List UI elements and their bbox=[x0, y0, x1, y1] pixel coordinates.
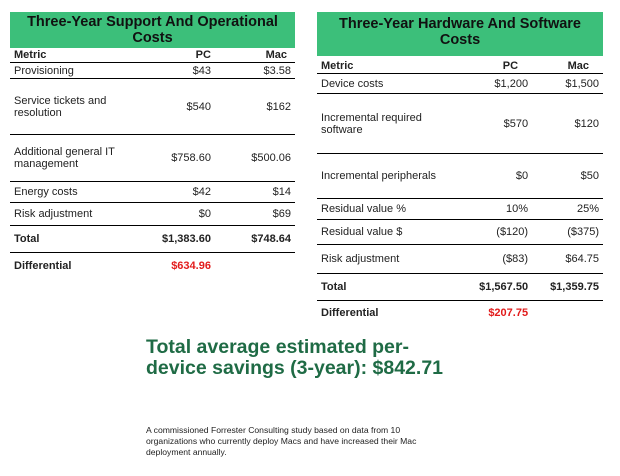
hardware-table-title: Three-Year Hardware And Software Costs bbox=[317, 12, 603, 56]
table-row: Incremental peripherals $0 $50 bbox=[317, 153, 603, 199]
row-metric: Provisioning bbox=[10, 62, 159, 79]
table-row: Residual value % 10% 25% bbox=[317, 198, 603, 220]
total-row: Total $1,567.50 $1,359.75 bbox=[317, 273, 603, 301]
row-metric: Residual value $ bbox=[317, 219, 469, 245]
differential-label: Differential bbox=[14, 259, 72, 272]
row-mac: $1,500 bbox=[540, 73, 603, 94]
row-metric: Device costs bbox=[317, 73, 469, 94]
row-metric: Additional general IT management bbox=[10, 134, 159, 182]
table-row: Device costs $1,200 $1,500 bbox=[317, 73, 603, 94]
total-row: Total $1,383.60 $748.64 bbox=[10, 225, 295, 253]
column-header-mac: Mac bbox=[238, 48, 295, 63]
row-mac: $120 bbox=[540, 93, 603, 154]
row-pc: $1,200 bbox=[468, 73, 541, 94]
row-metric: Residual value % bbox=[317, 198, 469, 220]
table-row: Energy costs $42 $14 bbox=[10, 181, 295, 203]
column-header-pc: PC bbox=[468, 56, 541, 74]
total-mac: $748.64 bbox=[238, 225, 295, 253]
differential-row: Differential $634.96 bbox=[10, 253, 295, 279]
column-header-metric: Metric bbox=[317, 56, 469, 74]
row-pc: $540 bbox=[158, 78, 239, 135]
row-mac: $14 bbox=[238, 181, 295, 203]
footnote: A commissioned Forrester Consulting stud… bbox=[146, 425, 417, 457]
savings-headline: Total average estimated per-device savin… bbox=[146, 336, 444, 379]
row-mac: ($375) bbox=[540, 219, 603, 245]
total-mac: $1,359.75 bbox=[540, 273, 603, 301]
row-pc: ($120) bbox=[468, 219, 541, 245]
row-pc: $0 bbox=[158, 202, 239, 226]
table-header-row: Metric PC Mac bbox=[10, 48, 295, 63]
row-mac: $3.58 bbox=[238, 62, 295, 79]
empty-cell bbox=[540, 301, 603, 325]
row-metric: Incremental required software bbox=[317, 93, 469, 154]
row-pc: $570 bbox=[468, 93, 541, 154]
table-row: Residual value $ ($120) ($375) bbox=[317, 219, 603, 245]
hardware-costs-table: Three-Year Hardware And Software Costs M… bbox=[317, 12, 603, 325]
row-mac: $500.06 bbox=[238, 134, 295, 182]
column-header-metric: Metric bbox=[10, 48, 159, 63]
row-pc: 10% bbox=[468, 198, 541, 220]
support-table-title: Three-Year Support And Operational Costs bbox=[10, 12, 295, 48]
row-mac: $69 bbox=[238, 202, 295, 226]
table-row: Risk adjustment $0 $69 bbox=[10, 202, 295, 226]
empty-cell bbox=[239, 253, 295, 279]
row-mac: $64.75 bbox=[540, 244, 603, 274]
column-header-mac: Mac bbox=[540, 56, 603, 74]
row-pc: $758.60 bbox=[158, 134, 239, 182]
table-row: Risk adjustment ($83) $64.75 bbox=[317, 244, 603, 274]
differential-value: $207.75 bbox=[488, 306, 529, 319]
row-pc: ($83) bbox=[468, 244, 541, 274]
row-metric: Energy costs bbox=[10, 181, 159, 203]
table-header-row: Metric PC Mac bbox=[317, 56, 603, 74]
row-metric: Service tickets and resolution bbox=[10, 78, 159, 135]
row-pc: $42 bbox=[158, 181, 239, 203]
row-pc: $43 bbox=[158, 62, 239, 79]
row-metric: Incremental peripherals bbox=[317, 153, 469, 199]
row-mac: $162 bbox=[238, 78, 295, 135]
row-metric: Risk adjustment bbox=[317, 244, 469, 274]
row-metric: Risk adjustment bbox=[10, 202, 159, 226]
row-mac: $50 bbox=[540, 153, 603, 199]
column-header-pc: PC bbox=[158, 48, 239, 63]
table-row: Provisioning $43 $3.58 bbox=[10, 62, 295, 79]
support-costs-table: Three-Year Support And Operational Costs… bbox=[10, 12, 295, 279]
row-pc: $0 bbox=[468, 153, 541, 199]
differential-label: Differential bbox=[321, 306, 379, 319]
table-row: Incremental required software $570 $120 bbox=[317, 93, 603, 154]
row-mac: 25% bbox=[540, 198, 603, 220]
total-label: Total bbox=[10, 225, 159, 253]
total-pc: $1,567.50 bbox=[468, 273, 541, 301]
differential-row: Differential $207.75 bbox=[317, 301, 603, 325]
differential-value: $634.96 bbox=[171, 259, 211, 272]
table-row: Additional general IT management $758.60… bbox=[10, 134, 295, 182]
total-pc: $1,383.60 bbox=[158, 225, 239, 253]
table-row: Service tickets and resolution $540 $162 bbox=[10, 78, 295, 135]
hardware-table-grid: Metric PC Mac Device costs $1,200 $1,500… bbox=[317, 56, 603, 325]
support-table-grid: Metric PC Mac Provisioning $43 $3.58 Ser… bbox=[10, 48, 295, 279]
total-label: Total bbox=[317, 273, 469, 301]
